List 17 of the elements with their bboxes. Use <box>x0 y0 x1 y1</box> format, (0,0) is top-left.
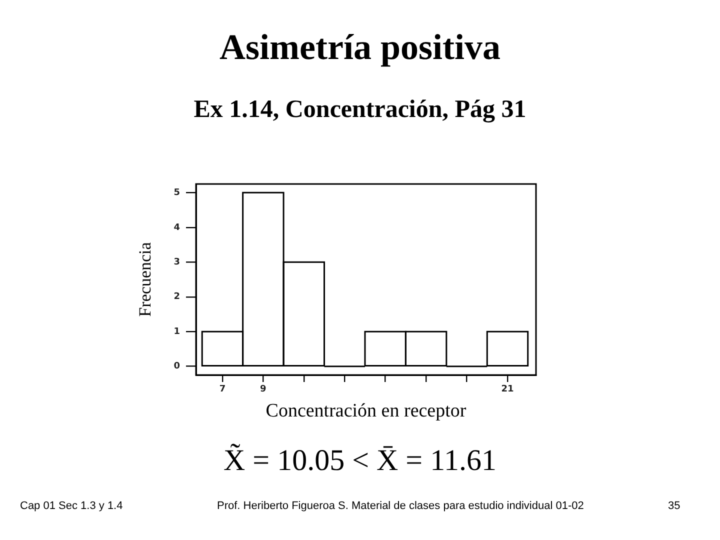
text: 35 <box>668 500 680 512</box>
x-axis-title: Concentración en receptor <box>266 400 467 422</box>
y-tick-label: 5 <box>174 188 180 198</box>
y-tick-label: 2 <box>174 292 180 302</box>
y-tick-label: 4 <box>174 222 180 233</box>
text: X̃ = 10.05 < X̄ = 11.61 <box>222 444 498 478</box>
y-tick-label: 1 <box>174 326 180 337</box>
y-axis-title: Frecuencia <box>136 242 155 317</box>
y-tick-label: 3 <box>174 257 180 268</box>
x-tick-label: 21 <box>501 384 514 395</box>
x-tick-label: 9 <box>260 384 266 395</box>
y-tick-label: 0 <box>174 362 180 372</box>
x-tick-label: 7 <box>219 384 226 395</box>
chart-title: Asimetría positiva <box>218 26 502 68</box>
text: Cap 01 Sec 1.3 y 1.4 <box>20 500 123 512</box>
chart-subtitle: Ex 1.14, Concentración, Pág 31 <box>192 96 528 124</box>
text: Prof. Heriberto Figueroa S. Material de clases para estudio individual 01-02 <box>217 500 584 512</box>
